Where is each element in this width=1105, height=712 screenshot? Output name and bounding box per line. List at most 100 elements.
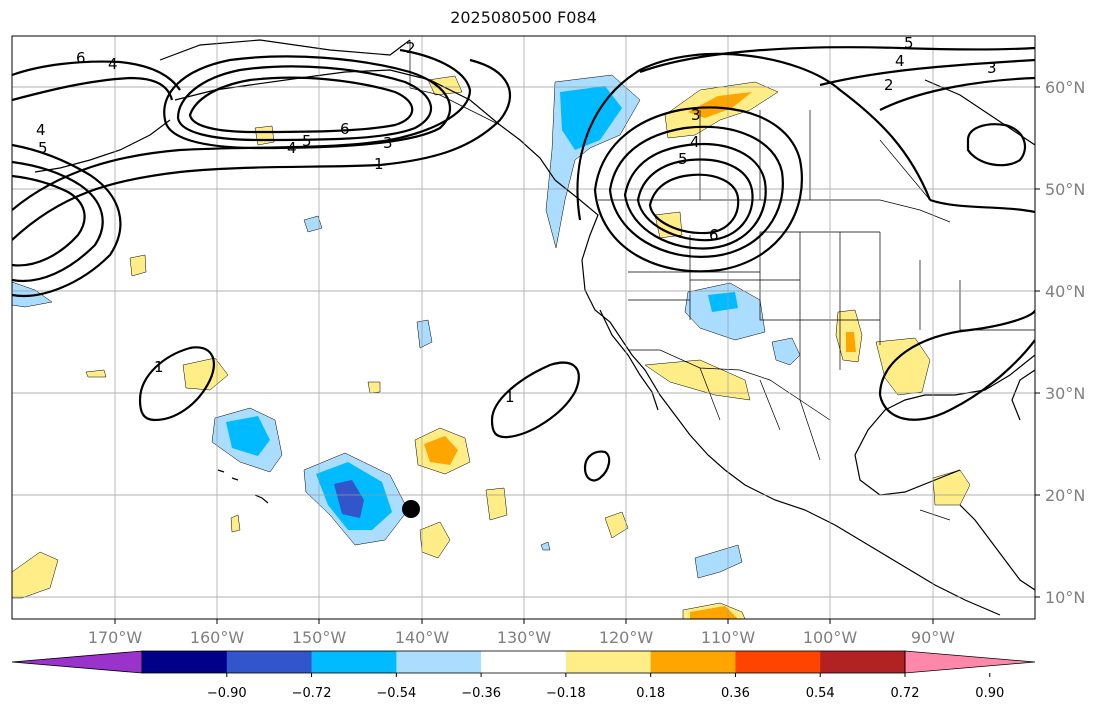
contour-alaska-1: [12, 58, 512, 241]
pos-region-pacific-orange-core: [424, 436, 458, 465]
colorbar-extend-low: [11, 650, 143, 674]
lat-label: 20°N: [1045, 486, 1085, 505]
contour-label-3c: 3: [987, 59, 997, 77]
colorbar-tick-label: −0.36: [461, 686, 501, 701]
pos-region-baja: [644, 359, 751, 401]
neg-region-south-mexico: [694, 544, 743, 579]
contour-label-4c: 4: [36, 121, 46, 139]
contour-label-1b: 1: [154, 358, 164, 376]
coast-hawaii: [217, 469, 269, 504]
tick-marks: [114, 86, 1040, 624]
pos-region-small-8: [230, 514, 241, 533]
colorbar-outline: [141, 650, 906, 674]
colorbar-tick-label: 0.90: [975, 686, 1004, 701]
filled-anomalies: [12, 74, 971, 619]
contour-west-upper-2: [12, 76, 174, 102]
contour-label-4d: 4: [690, 133, 700, 151]
coast-hudson: [924, 79, 1035, 146]
contour-ne-2: [819, 58, 1035, 87]
contour-east-right: [929, 198, 1035, 214]
contour-low-3: [623, 143, 767, 250]
pos-region-caribbean: [932, 469, 971, 506]
contour-alaska-4: [176, 65, 433, 142]
coast-gulf: [854, 354, 1035, 496]
colorbar-segment: [142, 651, 228, 673]
colorbar-tick-label: −0.54: [376, 686, 416, 701]
coast-central-america: [959, 504, 1035, 591]
colorbar-segment: [650, 651, 736, 673]
longitude-labels: 170°W 160°W 150°W 140°W 130°W 120°W 110°…: [88, 628, 955, 647]
lon-label: 90°W: [911, 628, 955, 647]
neg-region-pnw-core: [560, 86, 622, 150]
colorbar-labels: −0.90 −0.72 −0.54 −0.36 −0.18 0.18 0.36 0.54 0.7…: [207, 686, 1004, 701]
colorbar: [11, 650, 1036, 677]
lat-label: 10°N: [1045, 588, 1085, 607]
pos-region-small-7: [604, 511, 629, 539]
latitude-labels: 60°N 50°N 40°N 30°N 20°N 10°N: [1045, 78, 1085, 607]
contour-low-2: [608, 125, 784, 258]
neg-region-small-3: [540, 541, 551, 551]
pos-region-small-6: [419, 521, 451, 559]
lon-label: 160°W: [190, 628, 245, 647]
colorbar-tick-label: −0.72: [292, 686, 332, 701]
coast-baja: [599, 309, 659, 411]
borders: [409, 40, 1035, 521]
colorbar-segment: [481, 651, 567, 673]
contour-west-1: [12, 143, 122, 297]
coastlines: [34, 39, 1035, 616]
colorbar-tick-label: −0.18: [546, 686, 586, 701]
lon-label: 140°W: [395, 628, 450, 647]
contour-label-4a: 4: [287, 139, 297, 157]
contour-label-5b: 5: [38, 139, 48, 157]
pos-region-gulf: [875, 337, 931, 396]
lon-label: 150°W: [292, 628, 347, 647]
pos-region-southwest-corner: [12, 551, 59, 599]
neg-region-small-1: [303, 215, 323, 233]
contour-ring-pacific-3: [583, 450, 611, 482]
contour-ne-1: [639, 46, 1035, 74]
border-states: [628, 231, 1035, 400]
pos-region-small-3: [367, 381, 381, 394]
contour-ring-pacific-1: [138, 346, 216, 422]
neg-region-sw-us-core: [708, 292, 738, 312]
colorbar-tick-label: 0.36: [721, 686, 750, 701]
colorbar-tick-label: 0.18: [636, 686, 665, 701]
contour-label-2a: 2: [406, 39, 416, 57]
colorbar-segment: [311, 651, 397, 673]
lon-label: 130°W: [497, 628, 552, 647]
neg-region-central-pacific-core: [226, 416, 270, 456]
contour-label-4e: 4: [895, 52, 905, 70]
black-dot-marker: [402, 500, 420, 518]
neg-region-sw-us: [684, 282, 766, 341]
contour-label-3a: 3: [383, 134, 393, 152]
colorbar-tick-label: 0.54: [806, 686, 835, 701]
colorbar-segment: [735, 651, 821, 673]
pos-region-west-pacific: [182, 357, 229, 391]
contour-low-4: [636, 158, 754, 242]
contour-low-1: [593, 106, 803, 273]
contour-label-1c: 1: [505, 388, 515, 406]
colorbar-tick-label: −0.90: [207, 686, 247, 701]
pos-region-small-4: [85, 369, 107, 378]
contour-alaska-5: [188, 76, 414, 134]
contour-label-2b: 2: [884, 76, 894, 94]
contour-ne-3: [879, 76, 1035, 111]
contour-low-outer: [576, 52, 932, 221]
contour-alaska-3: [163, 55, 451, 150]
contour-label-3b: 3: [691, 106, 701, 124]
lat-label: 60°N: [1045, 78, 1085, 97]
colorbar-segment: [565, 651, 652, 673]
contour-label-1a: 1: [374, 155, 384, 173]
colorbar-extend-high: [904, 650, 1036, 674]
pos-region-oklahoma-core: [846, 332, 856, 352]
contour-ring-gulf: [878, 309, 1035, 421]
lon-label: 170°W: [88, 628, 143, 647]
neg-region-hawaii-east-core: [334, 480, 364, 518]
colorbar-segment: [396, 651, 482, 673]
contour-label-5a: 5: [302, 132, 312, 150]
pos-region-small-2: [254, 125, 275, 146]
contour-west-3: [12, 174, 86, 267]
coast-florida: [1011, 369, 1035, 421]
contour-ring-east: [966, 123, 1027, 167]
